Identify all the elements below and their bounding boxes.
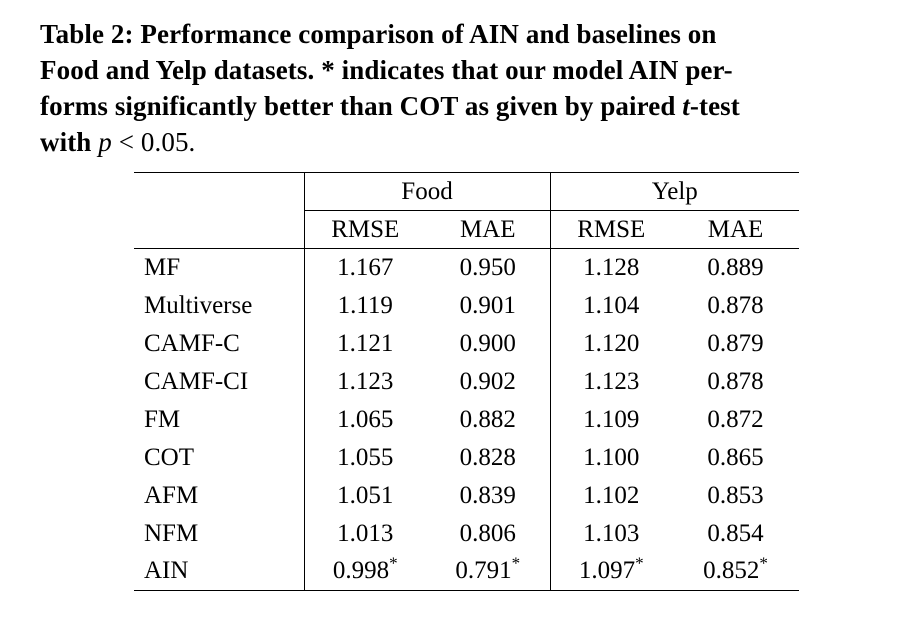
- value-cell: 1.123: [303, 362, 426, 401]
- value-cell: 1.121: [303, 324, 426, 363]
- value-cell: 1.102: [549, 476, 672, 515]
- table-row: AFM 1.051 0.839 1.102 0.853: [134, 476, 799, 515]
- table-row: Multiverse 1.119 0.901 1.104 0.878: [134, 286, 799, 325]
- significance-star: *: [389, 553, 398, 573]
- value-cell: 0.852*: [703, 553, 768, 585]
- caption-line: Table 2: Performance comparison of AIN a…: [40, 16, 882, 52]
- row-label: AIN: [144, 557, 189, 585]
- value-cell: 0.828: [459, 443, 516, 471]
- results-table: Food Yelp RMSE MAE RMSE MAE MF 1.167 0.950…: [134, 172, 799, 591]
- value-cell: 0.878: [707, 367, 764, 395]
- row-label: NFM: [144, 519, 199, 547]
- value-cell: 0.865: [707, 443, 764, 471]
- caption-text-segment: -test: [689, 91, 740, 121]
- value-cell: 1.065: [303, 400, 426, 439]
- value-cell: 1.109: [549, 400, 672, 439]
- value-cell: 1.055: [303, 438, 426, 477]
- row-label: AFM: [144, 481, 199, 509]
- column-header-row: RMSE MAE RMSE MAE: [134, 210, 799, 249]
- table-row: CAMF-C 1.121 0.900 1.120 0.879: [134, 324, 799, 363]
- table-row: CAMF-CI 1.123 0.902 1.123 0.878: [134, 362, 799, 401]
- caption-text-segment: p: [98, 127, 112, 157]
- value-cell: 1.103: [549, 514, 672, 553]
- caption-text-segment: with: [40, 127, 99, 157]
- significance-star: *: [635, 553, 644, 573]
- caption-line: forms significantly better than COT as g…: [40, 88, 882, 124]
- value-cell: 1.119: [303, 286, 426, 325]
- value-cell: 1.128: [549, 248, 672, 287]
- row-label: CAMF-CI: [144, 367, 249, 395]
- value-cell: 0.950: [459, 253, 516, 281]
- value-cell: 1.123: [549, 362, 672, 401]
- group-header-row: Food Yelp: [134, 172, 799, 211]
- caption-text-segment: t: [682, 91, 690, 121]
- value-cell: 0.998*: [303, 552, 426, 591]
- row-label: Multiverse: [144, 291, 253, 319]
- table-caption: Table 2: Performance comparison of AIN a…: [40, 16, 882, 160]
- group-header-yelp: Yelp: [549, 172, 799, 211]
- caption-line: Food and Yelp datasets. * indicates that…: [40, 52, 882, 88]
- table-row: COT 1.055 0.828 1.100 0.865: [134, 438, 799, 477]
- value-cell: 1.051: [303, 476, 426, 515]
- value-cell: 1.120: [549, 324, 672, 363]
- column-header-yelp-rmse: RMSE: [549, 210, 672, 249]
- column-header-yelp-mae: MAE: [672, 210, 799, 249]
- caption-text-segment: forms significantly better than COT as g…: [40, 91, 683, 121]
- caption-text-segment: Table 2: Performance comparison of AIN a…: [40, 19, 717, 49]
- value-cell: 0.900: [459, 329, 516, 357]
- value-cell: 0.853: [707, 481, 764, 509]
- value-cell: 0.791*: [455, 553, 521, 585]
- table-row: MF 1.167 0.950 1.128 0.889: [134, 248, 799, 287]
- value-cell: 1.104: [549, 286, 672, 325]
- value-cell: 1.100: [549, 438, 672, 477]
- corner-cell: [134, 210, 304, 249]
- value-cell: 0.839: [459, 481, 516, 509]
- value-cell: 0.806: [459, 519, 516, 547]
- significance-star: *: [511, 553, 521, 573]
- value-cell: 0.872: [707, 405, 764, 433]
- row-label: CAMF-C: [144, 329, 240, 357]
- value-cell: 1.167: [303, 248, 426, 287]
- table-row: FM 1.065 0.882 1.109 0.872: [134, 400, 799, 439]
- table-body: MF 1.167 0.950 1.128 0.889 Multiverse 1.119 0.9…: [134, 248, 799, 591]
- row-label: COT: [144, 443, 194, 471]
- group-header-food: Food: [303, 172, 550, 211]
- row-label: FM: [144, 405, 181, 433]
- table-row: NFM 1.013 0.806 1.103 0.854: [134, 514, 799, 553]
- caption-text-segment: Food and Yelp datasets. * indicates that…: [40, 55, 733, 85]
- value-cell: 0.889: [707, 253, 764, 281]
- column-header-food-rmse: RMSE: [303, 210, 426, 249]
- value-cell: 1.013: [303, 514, 426, 553]
- value-cell: 0.879: [707, 329, 764, 357]
- value-cell: 0.901: [459, 291, 516, 319]
- table-row: AIN 0.998* 0.791* 1.097* 0.852*: [134, 552, 799, 591]
- caption-text-segment: < 0.05.: [111, 127, 196, 157]
- row-label: MF: [144, 253, 181, 281]
- significance-star: *: [759, 553, 768, 573]
- value-cell: 0.902: [459, 367, 516, 395]
- value-cell: 0.882: [459, 405, 516, 433]
- column-header-food-mae: MAE: [426, 210, 550, 249]
- value-cell: 1.097*: [549, 552, 672, 591]
- value-cell: 0.854: [707, 519, 764, 547]
- caption-line: with p < 0.05.: [40, 124, 882, 160]
- value-cell: 0.878: [707, 291, 764, 319]
- corner-cell: [134, 173, 304, 211]
